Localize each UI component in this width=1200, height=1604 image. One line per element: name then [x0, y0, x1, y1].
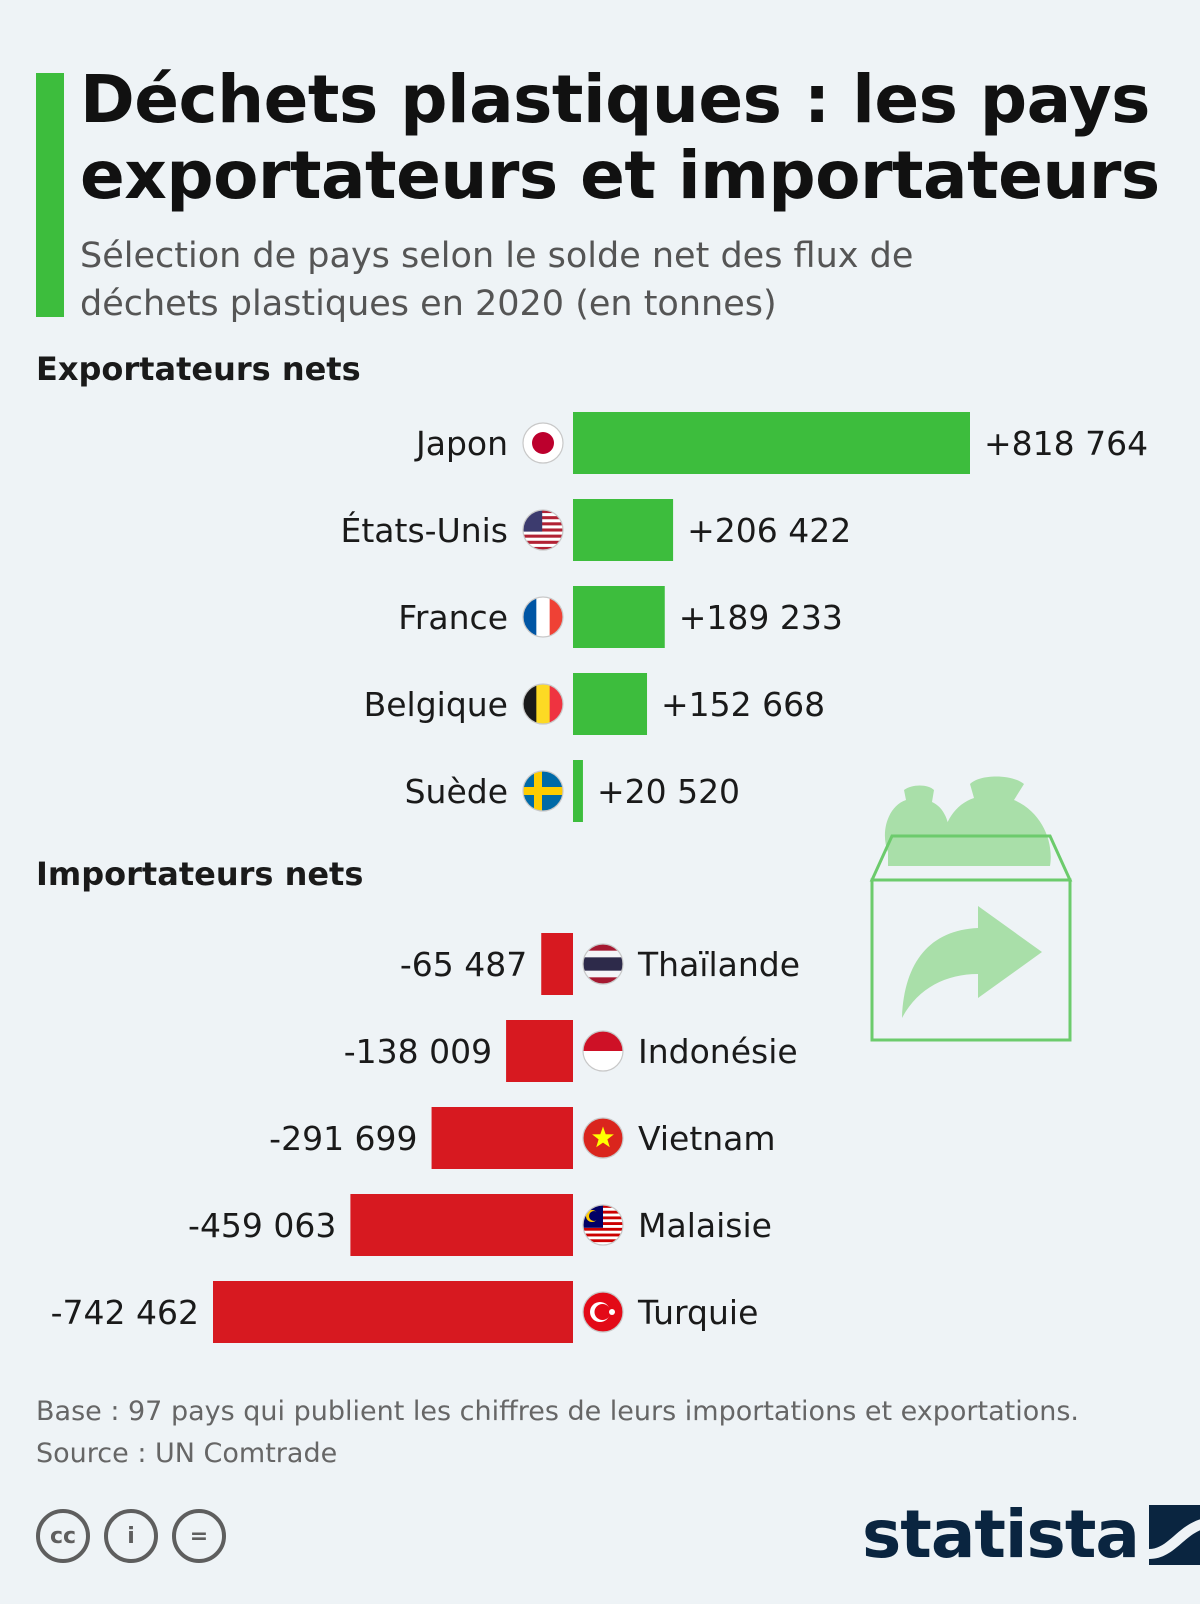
cc-icon[interactable]: cc	[36, 1509, 90, 1563]
section-title-exporters: Exportateurs nets	[36, 350, 361, 388]
bar-chart: +818 764 Japon +206 422 États-Unis +189 233 F…	[51, 412, 1148, 1343]
sweden-flag-icon	[522, 770, 564, 812]
attribution-icon[interactable]: i	[104, 1509, 158, 1563]
data-label: +206 422	[687, 511, 851, 550]
indonesia-flag-icon	[582, 1030, 624, 1072]
data-label: -138 009	[344, 1032, 492, 1071]
category-label: Indonésie	[638, 1032, 798, 1071]
statista-logo-icon	[1148, 1504, 1200, 1565]
footnote: Base : 97 pays qui publient les chiffres…	[36, 1396, 1079, 1427]
category-label: États-Unis	[341, 510, 508, 550]
bar-Vietnam	[431, 1107, 573, 1169]
waste-bag-large	[942, 776, 1051, 866]
bar-Thaïlande	[541, 933, 573, 995]
page-title: Déchets plastiques : les pays exportateu…	[80, 61, 1160, 214]
category-label: Belgique	[364, 685, 508, 724]
category-label: Vietnam	[638, 1119, 776, 1158]
license-icons: cc i =	[36, 1509, 226, 1563]
bar-Japon	[573, 412, 970, 474]
france-flag-icon	[522, 596, 564, 638]
thailand-flag-icon	[582, 943, 624, 985]
bar-Suède	[573, 760, 583, 822]
brand-name: statista	[862, 1496, 1140, 1573]
data-label: -742 462	[51, 1293, 199, 1332]
data-label: +818 764	[984, 424, 1148, 463]
data-label: +20 520	[597, 772, 740, 811]
category-label: Japon	[414, 424, 508, 463]
category-label: Thaïlande	[637, 945, 800, 984]
category-label: Turquie	[637, 1293, 758, 1332]
page-subtitle: Sélection de pays selon le solde net des…	[80, 236, 914, 324]
bar-Indonésie	[506, 1020, 573, 1082]
bar-Malaisie	[350, 1194, 573, 1256]
statista-logo[interactable]: statista	[862, 1496, 1200, 1573]
usa-flag-icon	[522, 509, 564, 551]
export-arrow	[902, 906, 1042, 1018]
data-label: +152 668	[661, 685, 825, 724]
bar-États-Unis	[573, 499, 674, 561]
data-label: +189 233	[679, 598, 843, 637]
waste-bag-small	[884, 785, 950, 866]
no-derivatives-icon[interactable]: =	[172, 1509, 226, 1563]
category-label: Suède	[405, 772, 508, 811]
accent-bar	[36, 73, 64, 317]
data-label: -459 063	[188, 1206, 336, 1245]
bar-Turquie	[212, 1281, 573, 1343]
malaysia-flag-icon	[582, 1204, 624, 1246]
data-label: -65 487	[400, 945, 527, 984]
data-label: -291 699	[269, 1119, 417, 1158]
belgium-flag-icon	[522, 683, 564, 725]
box-body	[870, 878, 1072, 1042]
turkey-flag-icon	[582, 1291, 624, 1333]
vietnam-flag-icon	[582, 1117, 624, 1159]
japan-flag-icon	[522, 422, 564, 464]
category-label: France	[398, 598, 508, 637]
waste-box-export-icon	[869, 776, 1073, 1042]
bar-Belgique	[573, 673, 648, 735]
section-title-importers: Importateurs nets	[36, 855, 364, 893]
category-label: Malaisie	[638, 1206, 772, 1245]
bar-France	[573, 586, 665, 648]
source: Source : UN Comtrade	[36, 1438, 338, 1469]
